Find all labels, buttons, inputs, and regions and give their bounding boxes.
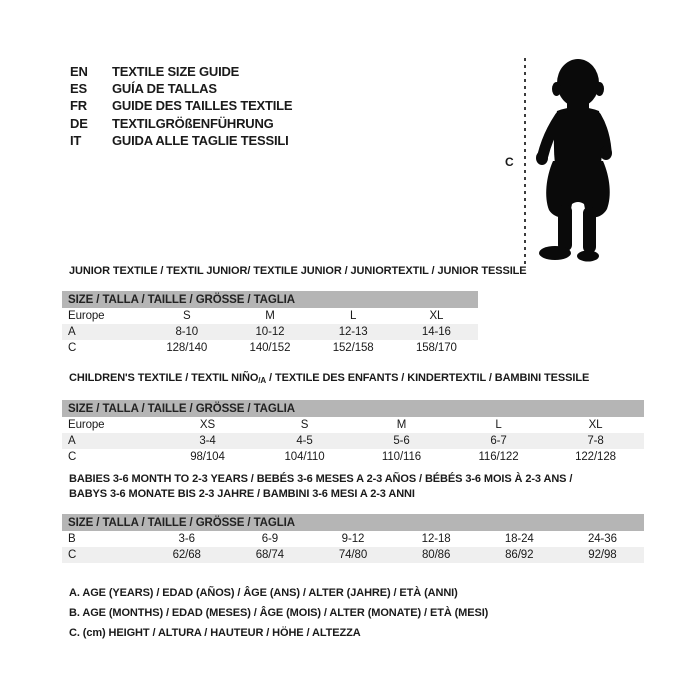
size-cell: M xyxy=(265,310,275,322)
section-title-line: BABYS 3-6 MONATE BIS 2-3 JAHRE / BAMBINI… xyxy=(69,487,644,502)
language-code: FR xyxy=(70,98,87,114)
size-cell: 7-8 xyxy=(587,435,604,447)
baby-silhouette-icon xyxy=(536,59,612,262)
size-cell: 6-9 xyxy=(261,533,279,545)
size-cell: 92/98 xyxy=(588,549,617,561)
table-header-cell: SIZE / TALLA / TAILLE / GRÖSSE / TAGLIA xyxy=(62,291,478,308)
size-cell: 14-16 xyxy=(421,326,451,338)
table-row: C 62/68 68/74 74/80 80/86 86/92 92/98 xyxy=(62,547,644,563)
footnote-line: B. AGE (MONTHS) / EDAD (MESES) / ÂGE (MO… xyxy=(69,607,489,619)
size-cell: XL xyxy=(429,310,444,322)
table-row: A 3-4 4-5 5-6 6-7 7-8 xyxy=(62,433,644,449)
section-title: CHILDREN'S TEXTILE / TEXTIL NIÑO/A / TEX… xyxy=(62,371,644,388)
row-label: Europe xyxy=(68,419,105,431)
size-cell: 3-4 xyxy=(199,435,216,447)
language-code: IT xyxy=(70,132,82,148)
language-code: EN xyxy=(70,64,88,79)
table-row: A 8-10 10-12 12-13 14-16 xyxy=(62,324,478,340)
size-cell: 110/116 xyxy=(381,451,422,463)
section-title: BABIES 3-6 MONTH TO 2-3 YEARS / BEBÉS 3-… xyxy=(62,472,644,502)
size-cell: XS xyxy=(199,419,216,431)
row-label: A xyxy=(68,435,76,447)
size-cell: 12-13 xyxy=(338,326,368,338)
language-label: GUIDA ALLE TAGLIE TESSILI xyxy=(112,132,289,148)
language-list: EN TEXTILE SIZE GUIDE ES GUÍA DE TALLAS FR GU… xyxy=(70,63,293,149)
table-row: C 98/104 104/110 110/116 116/122 122/128 xyxy=(62,449,644,465)
language-code: DE xyxy=(70,115,88,131)
size-cell: 116/122 xyxy=(478,451,519,463)
section-title-text: CHILDREN'S TEXTILE / TEXTIL NIÑO xyxy=(69,372,259,384)
size-cell: 10-12 xyxy=(255,326,285,338)
size-section: JUNIOR TEXTILE / TEXTIL JUNIOR/ TEXTILE … xyxy=(62,264,527,356)
section-title-line: BABIES 3-6 MONTH TO 2-3 YEARS / BEBÉS 3-… xyxy=(69,472,644,487)
size-cell: 86/92 xyxy=(505,549,534,561)
language-label: GUIDE DES TAILLES TEXTILE xyxy=(112,98,293,114)
size-cell: L xyxy=(350,310,357,322)
section-title-subscript: /A xyxy=(258,376,267,385)
size-cell: XL xyxy=(588,419,603,431)
section-title-text: JUNIOR TEXTILE / TEXTIL JUNIOR/ TEXTILE … xyxy=(69,265,527,277)
table-header-row: SIZE / TALLA / TAILLE / GRÖSSE / TAGLIA xyxy=(62,291,478,308)
size-cell: 122/128 xyxy=(575,451,616,463)
table-row: B 3-6 6-9 9-12 12-18 18-24 24-36 xyxy=(62,531,644,547)
size-cell: 128/140 xyxy=(166,342,208,354)
size-cell: 3-6 xyxy=(178,533,195,545)
size-table: SIZE / TALLA / TAILLE / GRÖSSE / TAGLIA E… xyxy=(62,291,478,356)
size-cell: 8-10 xyxy=(175,326,199,338)
size-cell: M xyxy=(396,419,407,431)
size-cell: 12-18 xyxy=(421,533,451,545)
row-label: C xyxy=(68,451,77,463)
footnote-line: C. (cm) HEIGHT / ALTURA / HAUTEUR / HÖHE… xyxy=(69,627,361,639)
section-title-text: / TEXTILE DES ENFANTS / KINDERTEXTIL / B… xyxy=(266,372,590,384)
table-header-cell: SIZE / TALLA / TAILLE / GRÖSSE / TAGLIA xyxy=(62,400,644,417)
table-header-cell: SIZE / TALLA / TAILLE / GRÖSSE / TAGLIA xyxy=(62,514,644,531)
language-label: TEXTILE SIZE GUIDE xyxy=(112,64,240,79)
language-code: ES xyxy=(70,81,87,97)
table-row: Europe S M L XL xyxy=(62,308,478,324)
footnotes: A. AGE (YEARS) / EDAD (AÑOS) / ÂGE (ANS)… xyxy=(62,583,488,643)
size-cell: 68/74 xyxy=(255,549,284,561)
table-header-row: SIZE / TALLA / TAILLE / GRÖSSE / TAGLIA xyxy=(62,514,644,531)
size-cell: 62/68 xyxy=(172,549,201,561)
size-cell: 98/104 xyxy=(190,451,225,463)
language-label: TEXTILGRÖßENFÜHRUNG xyxy=(112,115,274,131)
size-cell: S xyxy=(182,310,191,322)
size-cell: S xyxy=(300,419,309,431)
table-row: C 128/140 140/152 152/158 158/170 xyxy=(62,340,478,356)
language-label: GUÍA DE TALLAS xyxy=(112,81,217,97)
row-label: A xyxy=(68,326,76,338)
section-title-text: BABIES 3-6 MONTH TO 2-3 YEARS / BEBÉS 3-… xyxy=(69,473,573,485)
size-cell: L xyxy=(495,419,502,431)
size-cell: 104/110 xyxy=(284,451,325,463)
section-title-text: BABYS 3-6 MONATE BIS 2-3 JAHRE / BAMBINI… xyxy=(69,488,415,500)
size-cell: 74/80 xyxy=(338,549,368,561)
size-cell: 9-12 xyxy=(341,533,365,545)
size-section: CHILDREN'S TEXTILE / TEXTIL NIÑO/A / TEX… xyxy=(62,371,644,465)
size-section: BABIES 3-6 MONTH TO 2-3 YEARS / BEBÉS 3-… xyxy=(62,472,644,563)
height-dashed-line xyxy=(524,58,526,264)
row-label: C xyxy=(68,342,77,354)
size-cell: 5-6 xyxy=(393,435,410,447)
section-title-line: JUNIOR TEXTILE / TEXTIL JUNIOR/ TEXTILE … xyxy=(69,264,527,279)
height-label: C xyxy=(505,155,514,169)
size-table: SIZE / TALLA / TAILLE / GRÖSSE / TAGLIA E… xyxy=(62,400,644,465)
size-cell: 6-7 xyxy=(490,435,507,447)
row-label: C xyxy=(68,549,77,561)
size-cell: 18-24 xyxy=(504,533,534,545)
size-table: SIZE / TALLA / TAILLE / GRÖSSE / TAGLIA B… xyxy=(62,514,644,563)
size-cell: 152/158 xyxy=(332,342,374,354)
size-cell: 140/152 xyxy=(249,342,291,354)
row-label: B xyxy=(68,533,76,545)
row-label: Europe xyxy=(68,310,105,322)
table-header-row: SIZE / TALLA / TAILLE / GRÖSSE / TAGLIA xyxy=(62,400,644,417)
section-title: JUNIOR TEXTILE / TEXTIL JUNIOR/ TEXTILE … xyxy=(62,264,527,279)
footnote-line: A. AGE (YEARS) / EDAD (AÑOS) / ÂGE (ANS)… xyxy=(69,587,458,599)
size-cell: 80/86 xyxy=(421,549,451,561)
section-title-line: CHILDREN'S TEXTILE / TEXTIL NIÑO/A / TEX… xyxy=(69,371,644,388)
size-cell: 4-5 xyxy=(296,435,313,447)
size-cell: 24-36 xyxy=(587,533,617,545)
table-row: Europe XS S M L XL xyxy=(62,417,644,433)
size-cell: 158/170 xyxy=(415,342,457,354)
